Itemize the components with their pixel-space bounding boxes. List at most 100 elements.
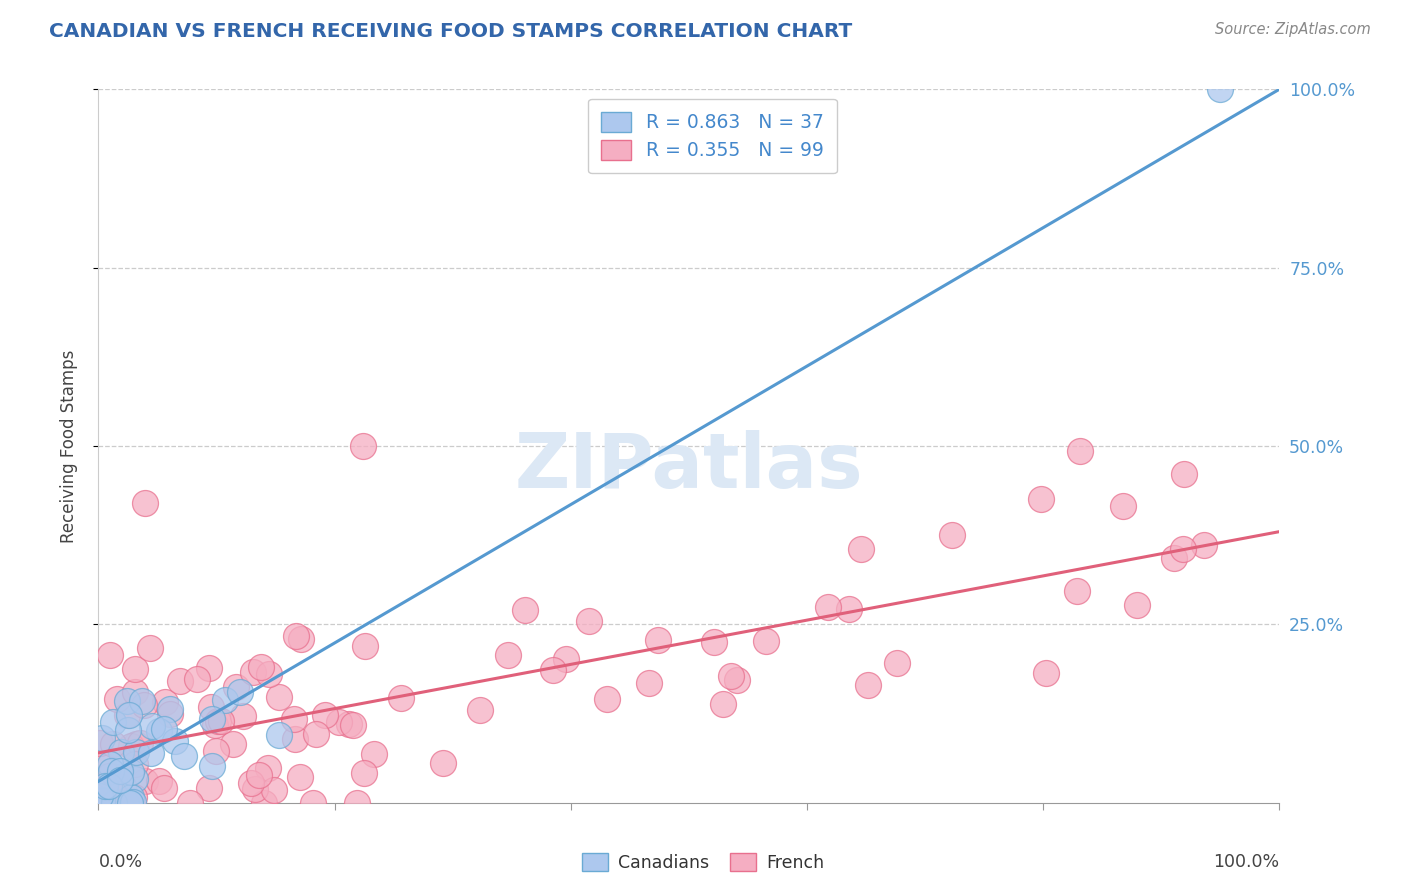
Point <box>169 674 191 689</box>
Point <box>134 698 156 712</box>
Point <box>305 727 328 741</box>
Point <box>1029 492 1052 507</box>
Point <box>647 632 669 647</box>
Point <box>124 662 146 676</box>
Point <box>103 715 125 730</box>
Point <box>186 673 208 687</box>
Point <box>124 772 146 786</box>
Point <box>153 780 176 795</box>
Point <box>89 735 111 749</box>
Point <box>269 690 291 704</box>
Point <box>141 719 163 733</box>
Point <box>124 756 146 771</box>
Point <box>337 717 360 731</box>
Point <box>108 772 131 787</box>
Point <box>1126 599 1149 613</box>
Point <box>205 744 228 758</box>
Point <box>253 796 276 810</box>
Point <box>267 728 290 742</box>
Point <box>134 496 156 510</box>
Point <box>98 756 121 771</box>
Point <box>131 694 153 708</box>
Legend: R = 0.863   N = 37, R = 0.355   N = 99: R = 0.863 N = 37, R = 0.355 N = 99 <box>588 99 837 173</box>
Point <box>91 793 114 807</box>
Point <box>1192 538 1215 552</box>
Point <box>153 722 176 736</box>
Point <box>284 731 307 746</box>
Point <box>173 749 195 764</box>
Point <box>817 599 839 614</box>
Point <box>134 774 156 789</box>
Point <box>198 780 221 795</box>
Point <box>1209 82 1232 96</box>
Point <box>838 601 860 615</box>
Point <box>124 685 146 699</box>
Point <box>470 703 492 717</box>
Point <box>117 723 139 737</box>
Point <box>148 723 170 738</box>
Point <box>755 634 778 648</box>
Point <box>225 680 247 694</box>
Point <box>103 796 125 810</box>
Point <box>101 738 124 752</box>
Point <box>110 745 132 759</box>
Point <box>353 766 375 780</box>
Point <box>496 648 519 662</box>
Point <box>242 665 264 680</box>
Point <box>111 796 134 810</box>
Point <box>1173 467 1195 481</box>
Point <box>94 779 117 793</box>
Point <box>159 707 181 722</box>
Point <box>240 775 263 789</box>
Point <box>354 639 377 653</box>
Point <box>1066 584 1088 599</box>
Point <box>89 789 111 803</box>
Point <box>250 660 273 674</box>
Point <box>110 796 132 810</box>
Point <box>139 747 162 761</box>
Point <box>93 796 115 810</box>
Point <box>229 684 252 698</box>
Point <box>720 669 742 683</box>
Point <box>112 779 135 793</box>
Legend: Canadians, French: Canadians, French <box>575 847 831 879</box>
Point <box>209 714 232 728</box>
Point <box>541 663 564 677</box>
Point <box>221 737 243 751</box>
Point <box>389 691 412 706</box>
Point <box>638 676 661 690</box>
Point <box>346 796 368 810</box>
Point <box>703 635 725 649</box>
Point <box>105 692 128 706</box>
Point <box>114 796 136 810</box>
Point <box>120 796 142 810</box>
Point <box>148 773 170 788</box>
Point <box>432 756 454 770</box>
Text: 0.0%: 0.0% <box>98 853 142 871</box>
Point <box>243 781 266 796</box>
Point <box>555 651 578 665</box>
Point <box>100 764 122 779</box>
Point <box>125 745 148 759</box>
Y-axis label: Receiving Food Stamps: Receiving Food Stamps <box>59 350 77 542</box>
Point <box>201 759 224 773</box>
Point <box>115 708 138 723</box>
Point <box>1171 541 1194 556</box>
Point <box>290 632 312 647</box>
Point <box>515 603 537 617</box>
Point <box>115 693 138 707</box>
Point <box>97 796 120 810</box>
Point <box>165 734 187 748</box>
Point <box>301 796 323 810</box>
Point <box>159 702 181 716</box>
Point <box>90 794 112 808</box>
Point <box>257 667 280 681</box>
Point <box>232 709 254 723</box>
Point <box>851 541 873 556</box>
Point <box>263 783 285 797</box>
Text: CANADIAN VS FRENCH RECEIVING FOOD STAMPS CORRELATION CHART: CANADIAN VS FRENCH RECEIVING FOOD STAMPS… <box>49 22 852 41</box>
Point <box>314 708 336 723</box>
Point <box>204 717 226 731</box>
Point <box>207 714 229 729</box>
Point <box>711 698 734 712</box>
